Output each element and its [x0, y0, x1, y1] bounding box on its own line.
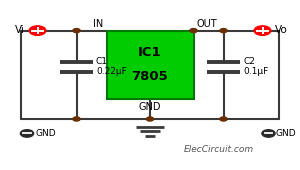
Circle shape: [29, 26, 46, 35]
FancyBboxPatch shape: [106, 31, 194, 99]
Text: ElecCircuit.com: ElecCircuit.com: [184, 145, 254, 154]
Circle shape: [220, 29, 227, 33]
Text: C1: C1: [96, 57, 108, 66]
Text: 0.1μF: 0.1μF: [243, 67, 268, 76]
Circle shape: [73, 29, 80, 33]
Circle shape: [190, 29, 197, 33]
Circle shape: [146, 117, 154, 121]
Text: IC1: IC1: [138, 46, 162, 59]
Text: 0.22μF: 0.22μF: [96, 67, 127, 76]
Text: GND: GND: [139, 102, 161, 112]
Text: 7805: 7805: [132, 70, 168, 83]
Text: C2: C2: [243, 57, 255, 66]
Text: Vi: Vi: [15, 25, 25, 35]
Circle shape: [73, 117, 80, 121]
Text: GND: GND: [276, 129, 297, 138]
Text: IN: IN: [93, 19, 103, 29]
Circle shape: [262, 130, 275, 137]
Text: GND: GND: [35, 129, 56, 138]
Circle shape: [20, 130, 34, 137]
Circle shape: [254, 26, 271, 35]
Text: Vo: Vo: [275, 25, 288, 35]
Text: OUT: OUT: [196, 19, 217, 29]
Circle shape: [220, 117, 227, 121]
